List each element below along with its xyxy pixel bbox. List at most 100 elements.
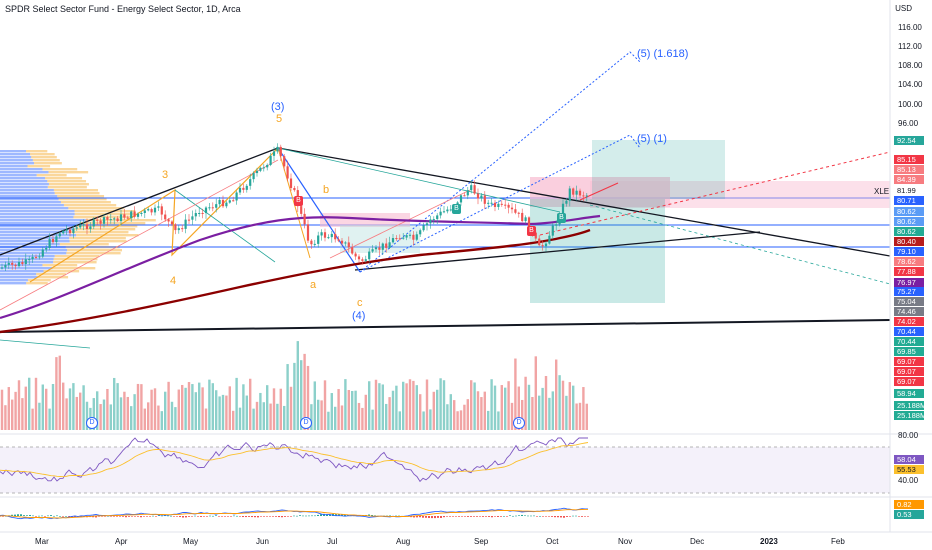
volume-bar	[221, 394, 225, 430]
candle-body	[48, 239, 51, 248]
candle-body	[79, 224, 82, 228]
volume-bar	[232, 410, 235, 430]
ma-darkred	[0, 228, 591, 334]
wave-label-3: (3)	[271, 101, 285, 113]
volume-bar	[245, 395, 248, 430]
volume-bar	[38, 402, 41, 430]
volume-bar	[123, 391, 126, 430]
volume-bar	[527, 384, 531, 430]
macd-bar	[167, 515, 169, 517]
volume-bar	[548, 397, 551, 430]
candle-body	[425, 223, 429, 226]
signal-flag[interactable]: B	[294, 196, 303, 206]
candle-body	[463, 195, 466, 197]
candle-body	[371, 249, 374, 252]
macd-hist-badge: 0.53	[894, 510, 924, 519]
candle-body	[68, 229, 72, 234]
candle-body	[75, 227, 78, 229]
candle-body	[493, 202, 497, 207]
volume-bar	[7, 387, 10, 430]
dividend-marker[interactable]: D	[513, 417, 525, 429]
volume-bar	[296, 341, 299, 430]
profile-bar	[0, 159, 33, 162]
time-label: Feb	[831, 537, 845, 546]
price-axis[interactable]: 116.00 112.00 108.00 104.00 100.00 96.00…	[890, 0, 932, 535]
profile-bar	[0, 255, 55, 258]
volume-bar	[354, 390, 357, 430]
profile-bar	[0, 207, 69, 210]
candle-body	[317, 235, 320, 244]
price-tick: 96.00	[898, 119, 919, 128]
volume-bar	[487, 410, 490, 430]
volume-bar	[521, 399, 524, 430]
profile-bar	[75, 225, 138, 228]
candle-body	[334, 233, 337, 240]
macd-bar	[47, 515, 49, 517]
macd-bar	[209, 515, 211, 517]
candle-body	[439, 211, 442, 216]
candle-body	[480, 195, 483, 199]
macd-bar	[221, 516, 223, 517]
volume-bar	[575, 403, 578, 430]
volume-bar	[225, 395, 228, 430]
macd-bar	[20, 514, 22, 516]
price-badge: 69.85	[894, 347, 924, 356]
candle-body	[198, 213, 201, 215]
volume-bar	[31, 408, 34, 430]
dividend-marker[interactable]: D	[300, 417, 312, 429]
candle-body	[238, 187, 242, 193]
candle-body	[150, 209, 153, 213]
rsi-tick: 80.00	[898, 431, 919, 440]
symbol-title[interactable]: SPDR Select Sector Fund - Energy Select …	[5, 4, 241, 14]
macd-bar	[263, 516, 265, 517]
time-label: Mar	[35, 537, 49, 546]
volume-bar	[286, 364, 289, 430]
red-thin-1	[0, 159, 279, 311]
macd-bar	[239, 516, 241, 517]
candle-body	[51, 239, 55, 243]
volume-bar	[96, 391, 99, 430]
candle-body	[470, 185, 473, 191]
macd-bar	[449, 516, 451, 517]
candle-body	[130, 211, 133, 219]
teal-dashed	[589, 204, 891, 285]
volume-bar	[177, 389, 180, 430]
candle-body	[500, 203, 503, 205]
volume-bar	[449, 394, 452, 430]
dividend-marker[interactable]: D	[86, 417, 98, 429]
volume-bar	[398, 411, 401, 430]
volume-bar	[167, 381, 170, 430]
volume-bar	[266, 385, 269, 430]
candle-body	[374, 247, 378, 250]
candle-body	[534, 232, 537, 239]
volume-bar	[473, 382, 476, 430]
price-badge: 80.62	[894, 227, 924, 236]
macd-bar	[524, 515, 526, 517]
volume-bar	[303, 353, 306, 430]
volume-bar	[228, 386, 231, 430]
candle-body	[160, 206, 163, 215]
signal-flag[interactable]: B	[557, 213, 566, 223]
profile-bar	[0, 183, 49, 186]
macd-bar	[329, 514, 331, 516]
supply-zone-2	[530, 177, 670, 207]
volume-profile	[0, 150, 156, 285]
signal-flag[interactable]: B	[527, 226, 536, 236]
volume-bar	[330, 393, 333, 430]
macd-bar	[398, 515, 400, 517]
macd-bar	[149, 516, 151, 517]
volume-bar	[194, 392, 197, 430]
volume-bar	[402, 381, 405, 430]
macd-bar	[59, 515, 61, 517]
volume-bar	[262, 402, 265, 430]
wave-label-c: c	[357, 297, 363, 309]
macd-bar	[233, 515, 235, 517]
profile-bar	[66, 252, 121, 255]
volume-bar	[327, 411, 330, 430]
macd-bar	[473, 516, 475, 517]
candle-body	[249, 179, 252, 186]
signal-flag[interactable]: B	[452, 204, 461, 214]
profile-bar	[26, 150, 48, 153]
